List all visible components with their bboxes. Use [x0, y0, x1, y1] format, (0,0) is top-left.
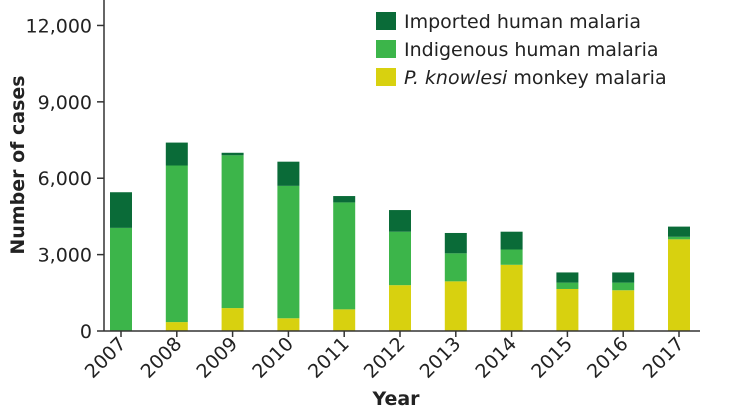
bar-segment: [500, 264, 523, 331]
bar-segment: [668, 226, 690, 237]
bar-segment: [500, 231, 523, 250]
x-ticks: 2007 2008 2009 2010 2011 2012 2013 2014 2015 2016…: [81, 331, 689, 383]
bar-segment: [221, 152, 244, 156]
x-tick-label: 2014: [471, 333, 521, 383]
bar-segment: [277, 318, 300, 331]
bar-segment: [277, 161, 300, 186]
bar-segment: [612, 290, 635, 331]
legend-label: Imported human malaria: [404, 11, 641, 33]
x-tick-label: 2011: [304, 333, 354, 383]
bar-segment: [165, 165, 188, 323]
y-tick-label: 6,000: [38, 168, 92, 190]
bar-segment: [556, 282, 579, 289]
bar-segment: [500, 249, 523, 265]
x-tick-label: 2016: [583, 333, 633, 383]
legend-label: P. knowlesi monkey malaria: [404, 67, 667, 89]
bar-segment: [110, 227, 132, 331]
y-tick-label: 12,000: [26, 15, 92, 37]
x-tick-label: 2015: [527, 333, 577, 383]
y-tick-label: 3,000: [38, 245, 92, 267]
bar-segment: [556, 288, 579, 331]
x-axis-title: Year: [371, 388, 420, 410]
bar-segment: [668, 239, 690, 331]
bar-segment: [333, 309, 356, 331]
legend-swatch: [376, 40, 396, 58]
bar-segment: [389, 210, 411, 232]
bar-segment: [333, 202, 356, 310]
bars-layer: [110, 142, 690, 331]
bar-segment: [277, 185, 300, 319]
x-tick-label: 2017: [639, 333, 689, 383]
bar-segment: [556, 272, 579, 283]
bar-segment: [165, 142, 188, 166]
bar-segment: [444, 281, 467, 331]
legend-label: Indigenous human malaria: [404, 39, 659, 61]
x-tick-label: 2008: [137, 333, 187, 383]
y-tick-label: 0: [80, 321, 92, 343]
x-tick-label: 2013: [416, 333, 466, 383]
legend-swatch: [376, 12, 396, 30]
y-ticks: 0 3,000 6,000 9,000 12,000: [26, 15, 104, 343]
bar-segment: [110, 192, 132, 228]
bar-segment: [165, 322, 188, 331]
y-tick-label: 9,000: [38, 92, 92, 114]
x-tick-label: 2010: [248, 333, 298, 383]
x-tick-label: 2009: [192, 333, 242, 383]
bar-segment: [668, 236, 690, 240]
bar-segment: [444, 253, 467, 282]
bar-segment: [389, 285, 411, 331]
bar-segment: [389, 231, 411, 286]
legend: Imported human malaria Indigenous human m…: [376, 11, 667, 89]
bar-segment: [221, 308, 244, 331]
bar-segment: [333, 196, 356, 203]
bar-segment: [444, 232, 467, 254]
legend-swatch: [376, 68, 396, 86]
y-axis-title: Number of cases: [7, 75, 29, 254]
x-tick-label: 2012: [360, 333, 410, 383]
bar-segment: [612, 282, 635, 291]
bar-segment: [612, 272, 635, 283]
bar-segment: [221, 155, 244, 309]
